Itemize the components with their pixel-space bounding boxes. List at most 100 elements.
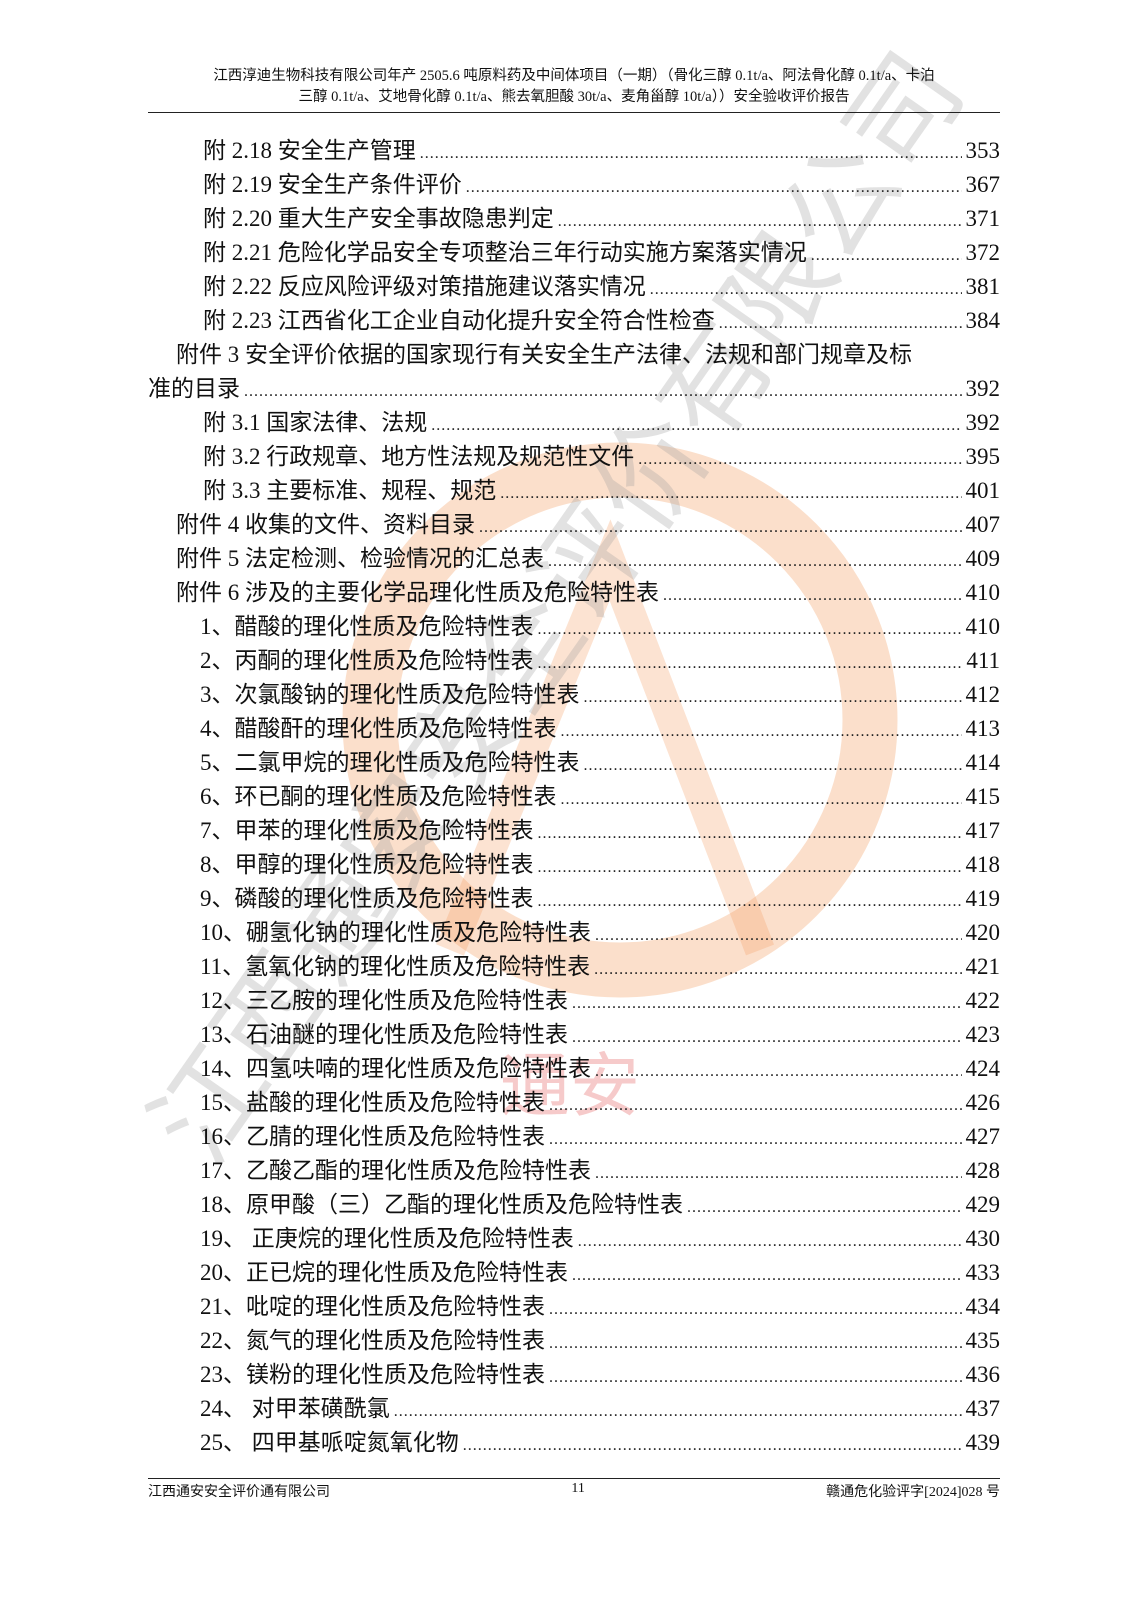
- toc-dot-leader: [479, 511, 962, 545]
- toc-entry-page: 436: [965, 1362, 1001, 1387]
- toc-dot-leader: [561, 715, 962, 749]
- toc-entry-title: 15、盐酸的理化性质及危险特性表: [200, 1090, 545, 1115]
- toc-dot-leader: [463, 1429, 962, 1463]
- toc-dot-leader: [595, 1055, 962, 1089]
- toc-entry-title: 11、氢氧化钠的理化性质及危险特性表: [200, 954, 591, 979]
- toc-entry-title: 准的目录: [148, 376, 240, 401]
- toc-dot-leader: [431, 409, 961, 443]
- toc-entry[interactable]: 准的目录 392: [148, 372, 1000, 406]
- toc-entry[interactable]: 16、乙腈的理化性质及危险特性表 427: [148, 1120, 1000, 1154]
- toc-entry[interactable]: 2、丙酮的理化性质及危险特性表 411: [148, 644, 1000, 678]
- toc-dot-leader: [548, 545, 962, 579]
- toc-entry[interactable]: 附 2.20 重大生产安全事故隐患判定 371: [148, 202, 1000, 236]
- toc-entry-title: 附 3.2 行政规章、地方性法规及规范性文件: [203, 444, 635, 469]
- table-of-contents: 附 2.18 安全生产管理 353 附 2.19 安全生产条件评价 367 附 2.20…: [148, 134, 1000, 1460]
- toc-entry-page: 392: [965, 376, 1001, 401]
- toc-entry[interactable]: 附 2.22 反应风险评级对策措施建议落实情况 381: [148, 270, 1000, 304]
- toc-entry[interactable]: 附 2.23 江西省化工企业自动化提升安全符合性检查 384: [148, 304, 1000, 338]
- toc-entry[interactable]: 14、四氢呋喃的理化性质及危险特性表 424: [148, 1052, 1000, 1086]
- toc-entry[interactable]: 23、镁粉的理化性质及危险特性表 436: [148, 1358, 1000, 1392]
- toc-entry-page: 430: [965, 1226, 1001, 1251]
- header-line-2: 三醇 0.1t/a、艾地骨化醇 0.1t/a、熊去氧胆酸 30t/a、麦角甾醇 …: [298, 89, 850, 105]
- toc-entry[interactable]: 5、二氯甲烷的理化性质及危险特性表 414: [148, 746, 1000, 780]
- toc-entry-page: 409: [965, 546, 1001, 571]
- toc-entry[interactable]: 25、 四甲基哌啶氮氧化物 439: [148, 1426, 1000, 1460]
- toc-entry-title: 5、二氯甲烷的理化性质及危险特性表: [200, 750, 580, 775]
- toc-dot-leader: [595, 919, 962, 953]
- toc-dot-leader: [687, 1191, 962, 1225]
- toc-entry-title: 16、乙腈的理化性质及危险特性表: [200, 1124, 545, 1149]
- toc-entry-page: 410: [965, 614, 1001, 639]
- toc-dot-leader: [572, 1021, 962, 1055]
- toc-entry[interactable]: 1、醋酸的理化性质及危险特性表 410: [148, 610, 1000, 644]
- toc-entry[interactable]: 12、三乙胺的理化性质及危险特性表 422: [148, 984, 1000, 1018]
- toc-entry-page: 419: [965, 886, 1001, 911]
- toc-entry[interactable]: 附 2.19 安全生产条件评价 367: [148, 168, 1000, 202]
- toc-entry[interactable]: 附 2.21 危险化学品安全专项整治三年行动实施方案落实情况 372: [148, 236, 1000, 270]
- toc-entry[interactable]: 3、次氯酸钠的理化性质及危险特性表 412: [148, 678, 1000, 712]
- toc-entry-title: 附 2.20 重大生产安全事故隐患判定: [203, 206, 554, 231]
- toc-dot-leader: [500, 477, 961, 511]
- toc-entry-title: 附 2.18 安全生产管理: [203, 138, 416, 163]
- toc-entry-title: 附件 5 法定检测、检验情况的汇总表: [176, 546, 544, 571]
- toc-entry-page: 384: [965, 308, 1001, 333]
- toc-entry-page: 414: [965, 750, 1001, 775]
- toc-entry-title: 6、环已酮的理化性质及危险特性表: [200, 784, 557, 809]
- toc-entry[interactable]: 8、甲醇的理化性质及危险特性表 418: [148, 848, 1000, 882]
- toc-entry[interactable]: 17、乙酸乙酯的理化性质及危险特性表 428: [148, 1154, 1000, 1188]
- toc-entry-page: 411: [966, 648, 1000, 673]
- toc-entry[interactable]: 15、盐酸的理化性质及危险特性表 426: [148, 1086, 1000, 1120]
- toc-entry[interactable]: 附 3.1 国家法律、法规 392: [148, 406, 1000, 440]
- toc-entry-page: 434: [965, 1294, 1001, 1319]
- toc-entry[interactable]: 附件 6 涉及的主要化学品理化性质及危险特性表 410: [148, 576, 1000, 610]
- toc-entry-title: 附件 3 安全评价依据的国家现行有关安全生产法律、法规和部门规章及标: [176, 342, 912, 367]
- toc-dot-leader: [584, 681, 962, 715]
- toc-entry[interactable]: 附 2.18 安全生产管理 353: [148, 134, 1000, 168]
- toc-dot-leader: [538, 817, 962, 851]
- toc-entry-title: 附 2.19 安全生产条件评价: [203, 172, 462, 197]
- footer-page-number: 11: [571, 1481, 585, 1496]
- toc-entry[interactable]: 附 3.2 行政规章、地方性法规及规范性文件 395: [148, 440, 1000, 474]
- footer-company: 江西通安安全评价通有限公司: [148, 1485, 330, 1500]
- toc-entry-page: 415: [965, 784, 1001, 809]
- footer-report-number: 赣通危化验评字[2024]028 号: [826, 1485, 1000, 1500]
- toc-entry-page: 422: [965, 988, 1001, 1013]
- toc-dot-leader: [420, 137, 962, 171]
- toc-entry[interactable]: 20、正已烷的理化性质及危险特性表 433: [148, 1256, 1000, 1290]
- toc-entry[interactable]: 13、石油醚的理化性质及危险特性表 423: [148, 1018, 1000, 1052]
- toc-entry-page: 401: [965, 478, 1001, 503]
- toc-entry[interactable]: 附件 4 收集的文件、资料目录 407: [148, 508, 1000, 542]
- toc-entry[interactable]: 9、磷酸的理化性质及危险特性表 419: [148, 882, 1000, 916]
- toc-entry-page: 412: [965, 682, 1001, 707]
- toc-entry[interactable]: 附件 3 安全评价依据的国家现行有关安全生产法律、法规和部门规章及标: [148, 338, 1000, 372]
- toc-entry-page: 417: [965, 818, 1001, 843]
- toc-entry-title: 14、四氢呋喃的理化性质及危险特性表: [200, 1056, 591, 1081]
- toc-entry-page: 407: [965, 512, 1001, 537]
- toc-dot-leader: [572, 987, 962, 1021]
- toc-entry-page: 421: [965, 954, 1001, 979]
- toc-entry[interactable]: 22、氮气的理化性质及危险特性表 435: [148, 1324, 1000, 1358]
- toc-entry-title: 附 3.1 国家法律、法规: [203, 410, 428, 435]
- toc-entry[interactable]: 7、甲苯的理化性质及危险特性表 417: [148, 814, 1000, 848]
- toc-entry[interactable]: 10、硼氢化钠的理化性质及危险特性表 420: [148, 916, 1000, 950]
- toc-entry[interactable]: 6、环已酮的理化性质及危险特性表 415: [148, 780, 1000, 814]
- toc-entry-title: 20、正已烷的理化性质及危险特性表: [200, 1260, 568, 1285]
- page-footer: 江西通安安全评价通有限公司 11 赣通危化验评字[2024]028 号: [148, 1481, 1000, 1501]
- toc-entry[interactable]: 附 3.3 主要标准、规程、规范 401: [148, 474, 1000, 508]
- toc-entry[interactable]: 18、原甲酸（三）乙酯的理化性质及危险特性表 429: [148, 1188, 1000, 1222]
- toc-entry[interactable]: 4、醋酸酐的理化性质及危险特性表 413: [148, 712, 1000, 746]
- toc-entry-title: 附 3.3 主要标准、规程、规范: [203, 478, 497, 503]
- toc-entry[interactable]: 21、吡啶的理化性质及危险特性表 434: [148, 1290, 1000, 1324]
- toc-entry-title: 9、磷酸的理化性质及危险特性表: [200, 886, 534, 911]
- toc-entry-page: 420: [965, 920, 1001, 945]
- toc-entry-page: 426: [965, 1090, 1001, 1115]
- toc-entry-title: 17、乙酸乙酯的理化性质及危险特性表: [200, 1158, 591, 1183]
- toc-entry[interactable]: 19、 正庚烷的理化性质及危险特性表 430: [148, 1222, 1000, 1256]
- header-line-1: 江西淳迪生物科技有限公司年产 2505.6 吨原料药及中间体项目（一期）（骨化三…: [213, 68, 935, 84]
- toc-entry-title: 1、醋酸的理化性质及危险特性表: [200, 614, 534, 639]
- toc-entry-page: 428: [965, 1158, 1001, 1183]
- toc-entry[interactable]: 24、 对甲苯磺酰氯 437: [148, 1392, 1000, 1426]
- toc-entry[interactable]: 11、氢氧化钠的理化性质及危险特性表 421: [148, 950, 1000, 984]
- toc-entry-page: 410: [965, 580, 1001, 605]
- toc-entry[interactable]: 附件 5 法定检测、检验情况的汇总表 409: [148, 542, 1000, 576]
